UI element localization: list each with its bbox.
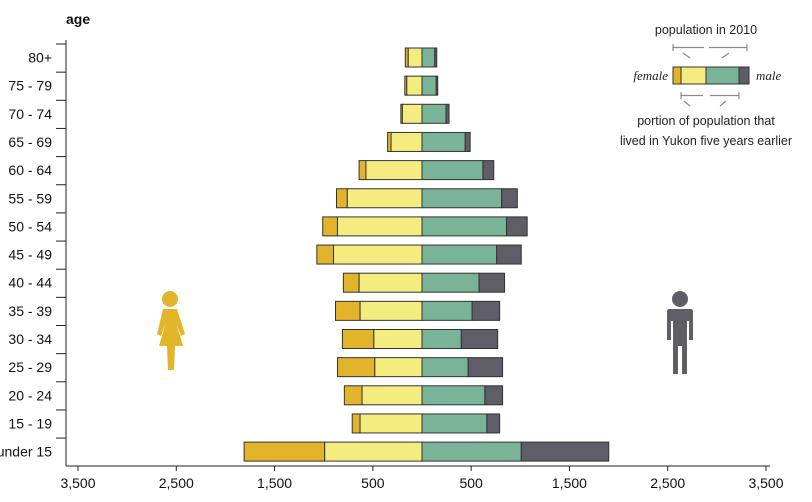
bar-female-moved bbox=[244, 442, 325, 461]
bar-male-lived bbox=[422, 161, 483, 180]
age-axis: 80+ 75 - 79 70 - 74 65 - 69 60 - 64 55 - 59 50… bbox=[0, 40, 66, 466]
bar-male-lived bbox=[422, 414, 487, 433]
bar-male-moved bbox=[436, 76, 437, 95]
bar-male-moved bbox=[485, 386, 503, 405]
age-label: 35 - 39 bbox=[8, 303, 52, 319]
age-label: 40 - 44 bbox=[8, 275, 52, 291]
age-label: 55 - 59 bbox=[8, 190, 52, 206]
legend-top-text: population in 2010 bbox=[655, 23, 757, 37]
bar-male-moved bbox=[502, 189, 518, 208]
y-axis-title: age bbox=[66, 11, 90, 27]
bar-male-lived bbox=[422, 189, 502, 208]
age-label: 25 - 29 bbox=[8, 359, 52, 375]
x-tick-label: 2,500 bbox=[159, 475, 194, 491]
bar-male-moved bbox=[461, 330, 497, 349]
bar-male-lived bbox=[422, 76, 436, 95]
bar-female-lived bbox=[360, 414, 422, 433]
bar-male-lived bbox=[422, 386, 485, 405]
bar-female-lived bbox=[375, 358, 422, 377]
bar-female-lived bbox=[366, 161, 422, 180]
bar-female-lived bbox=[391, 132, 422, 151]
x-tick-label: 3,500 bbox=[748, 475, 783, 491]
bar-male-lived bbox=[422, 48, 435, 67]
bar-male-lived bbox=[422, 301, 472, 320]
bar-female-lived bbox=[334, 245, 422, 264]
age-label: 75 - 79 bbox=[8, 78, 52, 94]
bar-male-moved bbox=[465, 132, 470, 151]
legend-bottom-line-1: portion of population that bbox=[637, 114, 775, 128]
legend-bottom-line-2: lived in Yukon five years earlier bbox=[620, 134, 792, 148]
bar-male-moved bbox=[483, 161, 494, 180]
bar-female-moved bbox=[336, 301, 361, 320]
age-label: 65 - 69 bbox=[8, 134, 52, 150]
age-label: 60 - 64 bbox=[8, 162, 52, 178]
bar-male-moved bbox=[435, 48, 437, 67]
bar-female-lived bbox=[325, 442, 422, 461]
bar-female-lived bbox=[408, 48, 422, 67]
legend-male-label: male bbox=[756, 68, 782, 83]
bar-female-lived bbox=[347, 189, 422, 208]
bar-male-lived bbox=[422, 358, 468, 377]
age-label: 45 - 49 bbox=[8, 247, 52, 263]
x-tick-label: 500 bbox=[459, 475, 483, 491]
bar-female-moved bbox=[388, 132, 391, 151]
bar-female-lived bbox=[402, 104, 422, 123]
bar-male-moved bbox=[497, 245, 522, 264]
bar-male-moved bbox=[468, 358, 502, 377]
female-person-icon bbox=[157, 291, 185, 370]
bar-female-lived bbox=[362, 386, 422, 405]
bar-female-moved bbox=[317, 245, 334, 264]
x-tick-label: 2,500 bbox=[650, 475, 685, 491]
bar-male-lived bbox=[422, 245, 497, 264]
bar-female-moved bbox=[343, 273, 359, 292]
bar-male-moved bbox=[521, 442, 608, 461]
bar-male-moved bbox=[479, 273, 505, 292]
bar-female-lived bbox=[337, 217, 422, 236]
male-person-icon bbox=[667, 291, 693, 374]
x-tick-label: 1,500 bbox=[552, 475, 587, 491]
bar-male-lived bbox=[422, 217, 507, 236]
bar-male-moved bbox=[472, 301, 500, 320]
bar-male-moved bbox=[487, 414, 500, 433]
x-tick-label: 500 bbox=[361, 475, 385, 491]
legend-female-label: female bbox=[633, 68, 668, 83]
age-label: 15 - 19 bbox=[8, 415, 52, 431]
bar-female-lived bbox=[359, 273, 422, 292]
age-label: 80+ bbox=[28, 50, 52, 66]
age-label: under 15 bbox=[0, 444, 52, 460]
bar-male-lived bbox=[422, 442, 521, 461]
age-label: 50 - 54 bbox=[8, 218, 52, 234]
bar-female-lived bbox=[407, 76, 422, 95]
age-label: 70 - 74 bbox=[8, 106, 52, 122]
bar-female-moved bbox=[344, 386, 362, 405]
x-tick-label: 1,500 bbox=[257, 475, 292, 491]
bar-male-moved bbox=[446, 104, 449, 123]
bar-female-lived bbox=[360, 301, 422, 320]
legend: population in 2010 female male portion o… bbox=[620, 23, 792, 148]
x-axis: 3,500 2,500 1,500 500 500 1,500 2,500 3,500 bbox=[60, 466, 783, 491]
bar-female-moved bbox=[337, 358, 374, 377]
bars-group bbox=[244, 48, 609, 461]
bar-male-moved bbox=[507, 217, 528, 236]
x-tick-label: 3,500 bbox=[60, 475, 95, 491]
bar-female-moved bbox=[323, 217, 338, 236]
bar-male-lived bbox=[422, 104, 446, 123]
bar-female-moved bbox=[359, 161, 366, 180]
bar-male-lived bbox=[422, 330, 461, 349]
bar-female-moved bbox=[342, 330, 373, 349]
bar-female-moved bbox=[336, 189, 347, 208]
bar-female-moved bbox=[352, 414, 360, 433]
bar-male-lived bbox=[422, 273, 479, 292]
age-label: 20 - 24 bbox=[8, 387, 52, 403]
age-label: 30 - 34 bbox=[8, 331, 52, 347]
bar-male-lived bbox=[422, 132, 465, 151]
bar-female-lived bbox=[374, 330, 422, 349]
